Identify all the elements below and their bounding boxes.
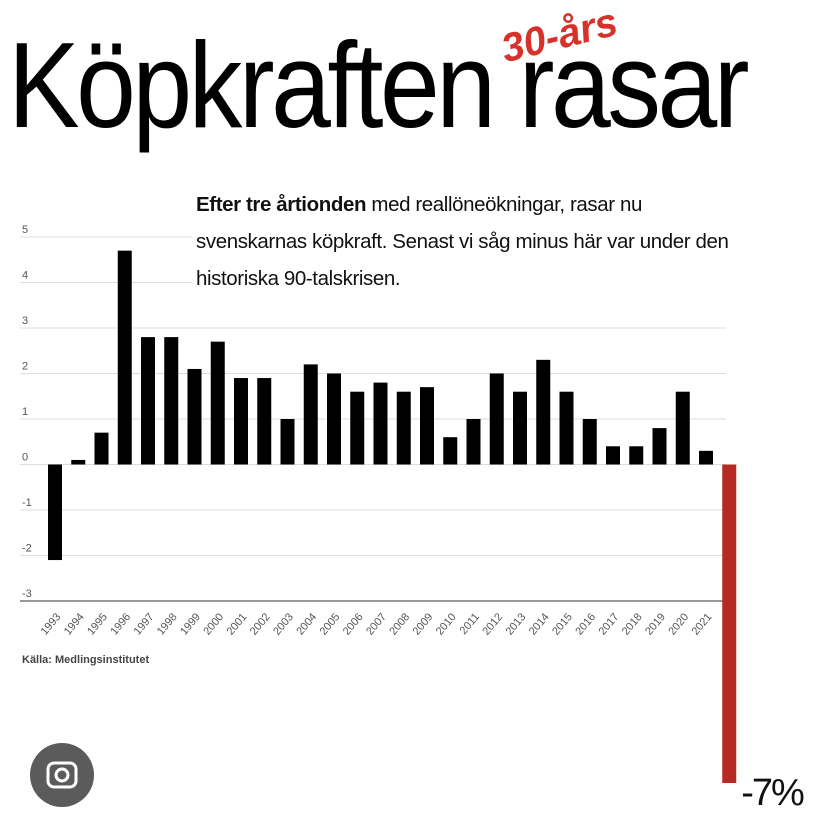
bar bbox=[582, 419, 597, 465]
x-tick-label: 1994 bbox=[62, 611, 87, 637]
x-tick-label: 2017 bbox=[597, 611, 622, 637]
y-tick-label: -2 bbox=[22, 542, 32, 554]
bar bbox=[187, 368, 202, 465]
bar bbox=[559, 391, 574, 465]
x-tick-label: 2012 bbox=[480, 611, 505, 637]
x-tick-label: 1999 bbox=[178, 611, 203, 637]
x-tick-label: 2010 bbox=[434, 611, 459, 637]
bar bbox=[280, 419, 295, 465]
bar bbox=[675, 391, 690, 465]
x-tick-label: 2021 bbox=[690, 611, 715, 637]
bar bbox=[164, 337, 179, 465]
bar bbox=[210, 341, 225, 465]
bar bbox=[234, 378, 248, 465]
bar bbox=[257, 378, 272, 465]
x-tick-label: 2016 bbox=[573, 611, 598, 637]
x-tick-label: 2020 bbox=[666, 611, 691, 637]
x-tick-label: 2007 bbox=[364, 611, 389, 637]
x-tick-label: 2004 bbox=[294, 611, 319, 637]
bar bbox=[71, 459, 86, 465]
bar bbox=[327, 373, 341, 465]
y-tick-label: 3 bbox=[22, 315, 28, 327]
lens-icon bbox=[30, 743, 94, 807]
x-tick-label: 2005 bbox=[318, 611, 343, 637]
x-tick-label: 1995 bbox=[85, 611, 110, 637]
bar bbox=[141, 337, 155, 465]
subtitle-text: med reallöneökningar, rasar nu svenskarn… bbox=[196, 193, 729, 290]
bar bbox=[513, 391, 527, 465]
y-tick-label: 1 bbox=[22, 406, 28, 418]
x-tick-label: 2018 bbox=[620, 611, 645, 637]
x-tick-label: 2008 bbox=[387, 611, 412, 637]
x-tick-label: 2015 bbox=[550, 611, 575, 637]
bar bbox=[466, 419, 481, 465]
bar bbox=[94, 432, 109, 465]
bar bbox=[536, 359, 551, 465]
bar bbox=[443, 437, 458, 465]
x-tick-label: 2013 bbox=[504, 611, 529, 637]
bar bbox=[722, 464, 737, 783]
x-tick-label: 2006 bbox=[341, 611, 366, 637]
x-tick-label: 2003 bbox=[271, 611, 296, 637]
subtitle: Efter tre årtionden med reallöneökningar… bbox=[192, 186, 740, 297]
x-tick-label: 2000 bbox=[201, 611, 226, 637]
x-tick-label: 2002 bbox=[248, 611, 273, 637]
chart-title: Köpkraften rasar bbox=[8, 17, 748, 153]
x-tick-label: 2014 bbox=[527, 611, 552, 637]
y-tick-label: -1 bbox=[22, 497, 32, 509]
bar bbox=[420, 387, 434, 465]
bar bbox=[606, 446, 620, 465]
bar bbox=[373, 382, 388, 465]
source: Källa: Medlingsinstitutet bbox=[22, 654, 149, 666]
x-tick-label: 2001 bbox=[225, 611, 250, 637]
bar bbox=[303, 364, 318, 465]
y-tick-label: 0 bbox=[22, 451, 28, 463]
bar bbox=[629, 446, 644, 465]
bar bbox=[489, 373, 504, 465]
bar bbox=[350, 391, 365, 465]
x-tick-label: 2011 bbox=[458, 611, 482, 637]
y-tick-label: 4 bbox=[22, 269, 28, 281]
x-tick-label: 1996 bbox=[108, 611, 133, 637]
y-tick-label: 5 bbox=[22, 224, 28, 236]
x-tick-label: 1998 bbox=[155, 611, 180, 637]
y-tick-label: 2 bbox=[22, 360, 28, 372]
bar bbox=[652, 428, 667, 465]
x-tick-label: 1997 bbox=[132, 611, 157, 637]
value-label: -7% bbox=[741, 772, 804, 814]
x-tick-label: 2009 bbox=[411, 611, 436, 637]
bar bbox=[117, 250, 132, 465]
y-tick-label: -3 bbox=[22, 588, 32, 600]
x-tick-label: 1993 bbox=[39, 611, 64, 637]
bar bbox=[396, 391, 411, 465]
bar bbox=[699, 450, 713, 465]
subtitle-bold: Efter tre årtionden bbox=[196, 193, 367, 216]
bar bbox=[48, 464, 62, 561]
x-tick-label: 2019 bbox=[643, 611, 668, 637]
